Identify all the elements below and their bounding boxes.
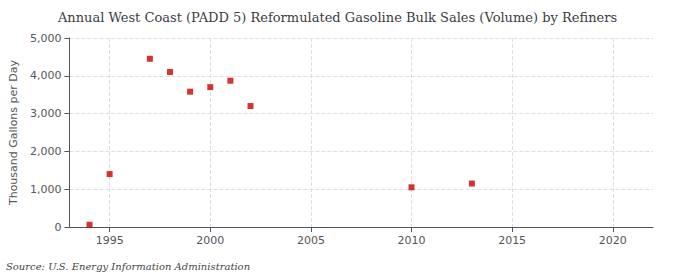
svg-text:1995: 1995 [96, 234, 124, 247]
svg-text:2010: 2010 [398, 234, 426, 247]
svg-text:1,000: 1,000 [30, 183, 62, 196]
svg-text:2020: 2020 [599, 234, 627, 247]
svg-text:Annual West Coast (PADD 5) Ref: Annual West Coast (PADD 5) Reformulated … [57, 10, 617, 25]
svg-text:Source: U.S. Energy Informatio: Source: U.S. Energy Information Administ… [6, 261, 250, 272]
svg-text:5,000: 5,000 [30, 32, 62, 45]
svg-text:2,000: 2,000 [30, 145, 62, 158]
svg-text:2015: 2015 [498, 234, 526, 247]
svg-text:2005: 2005 [297, 234, 325, 247]
svg-text:0: 0 [54, 221, 61, 234]
svg-text:3,000: 3,000 [30, 107, 62, 120]
svg-text:4,000: 4,000 [30, 69, 62, 82]
svg-text:2000: 2000 [196, 234, 224, 247]
svg-text:Thousand Gallons per Day: Thousand Gallons per Day [7, 59, 20, 206]
